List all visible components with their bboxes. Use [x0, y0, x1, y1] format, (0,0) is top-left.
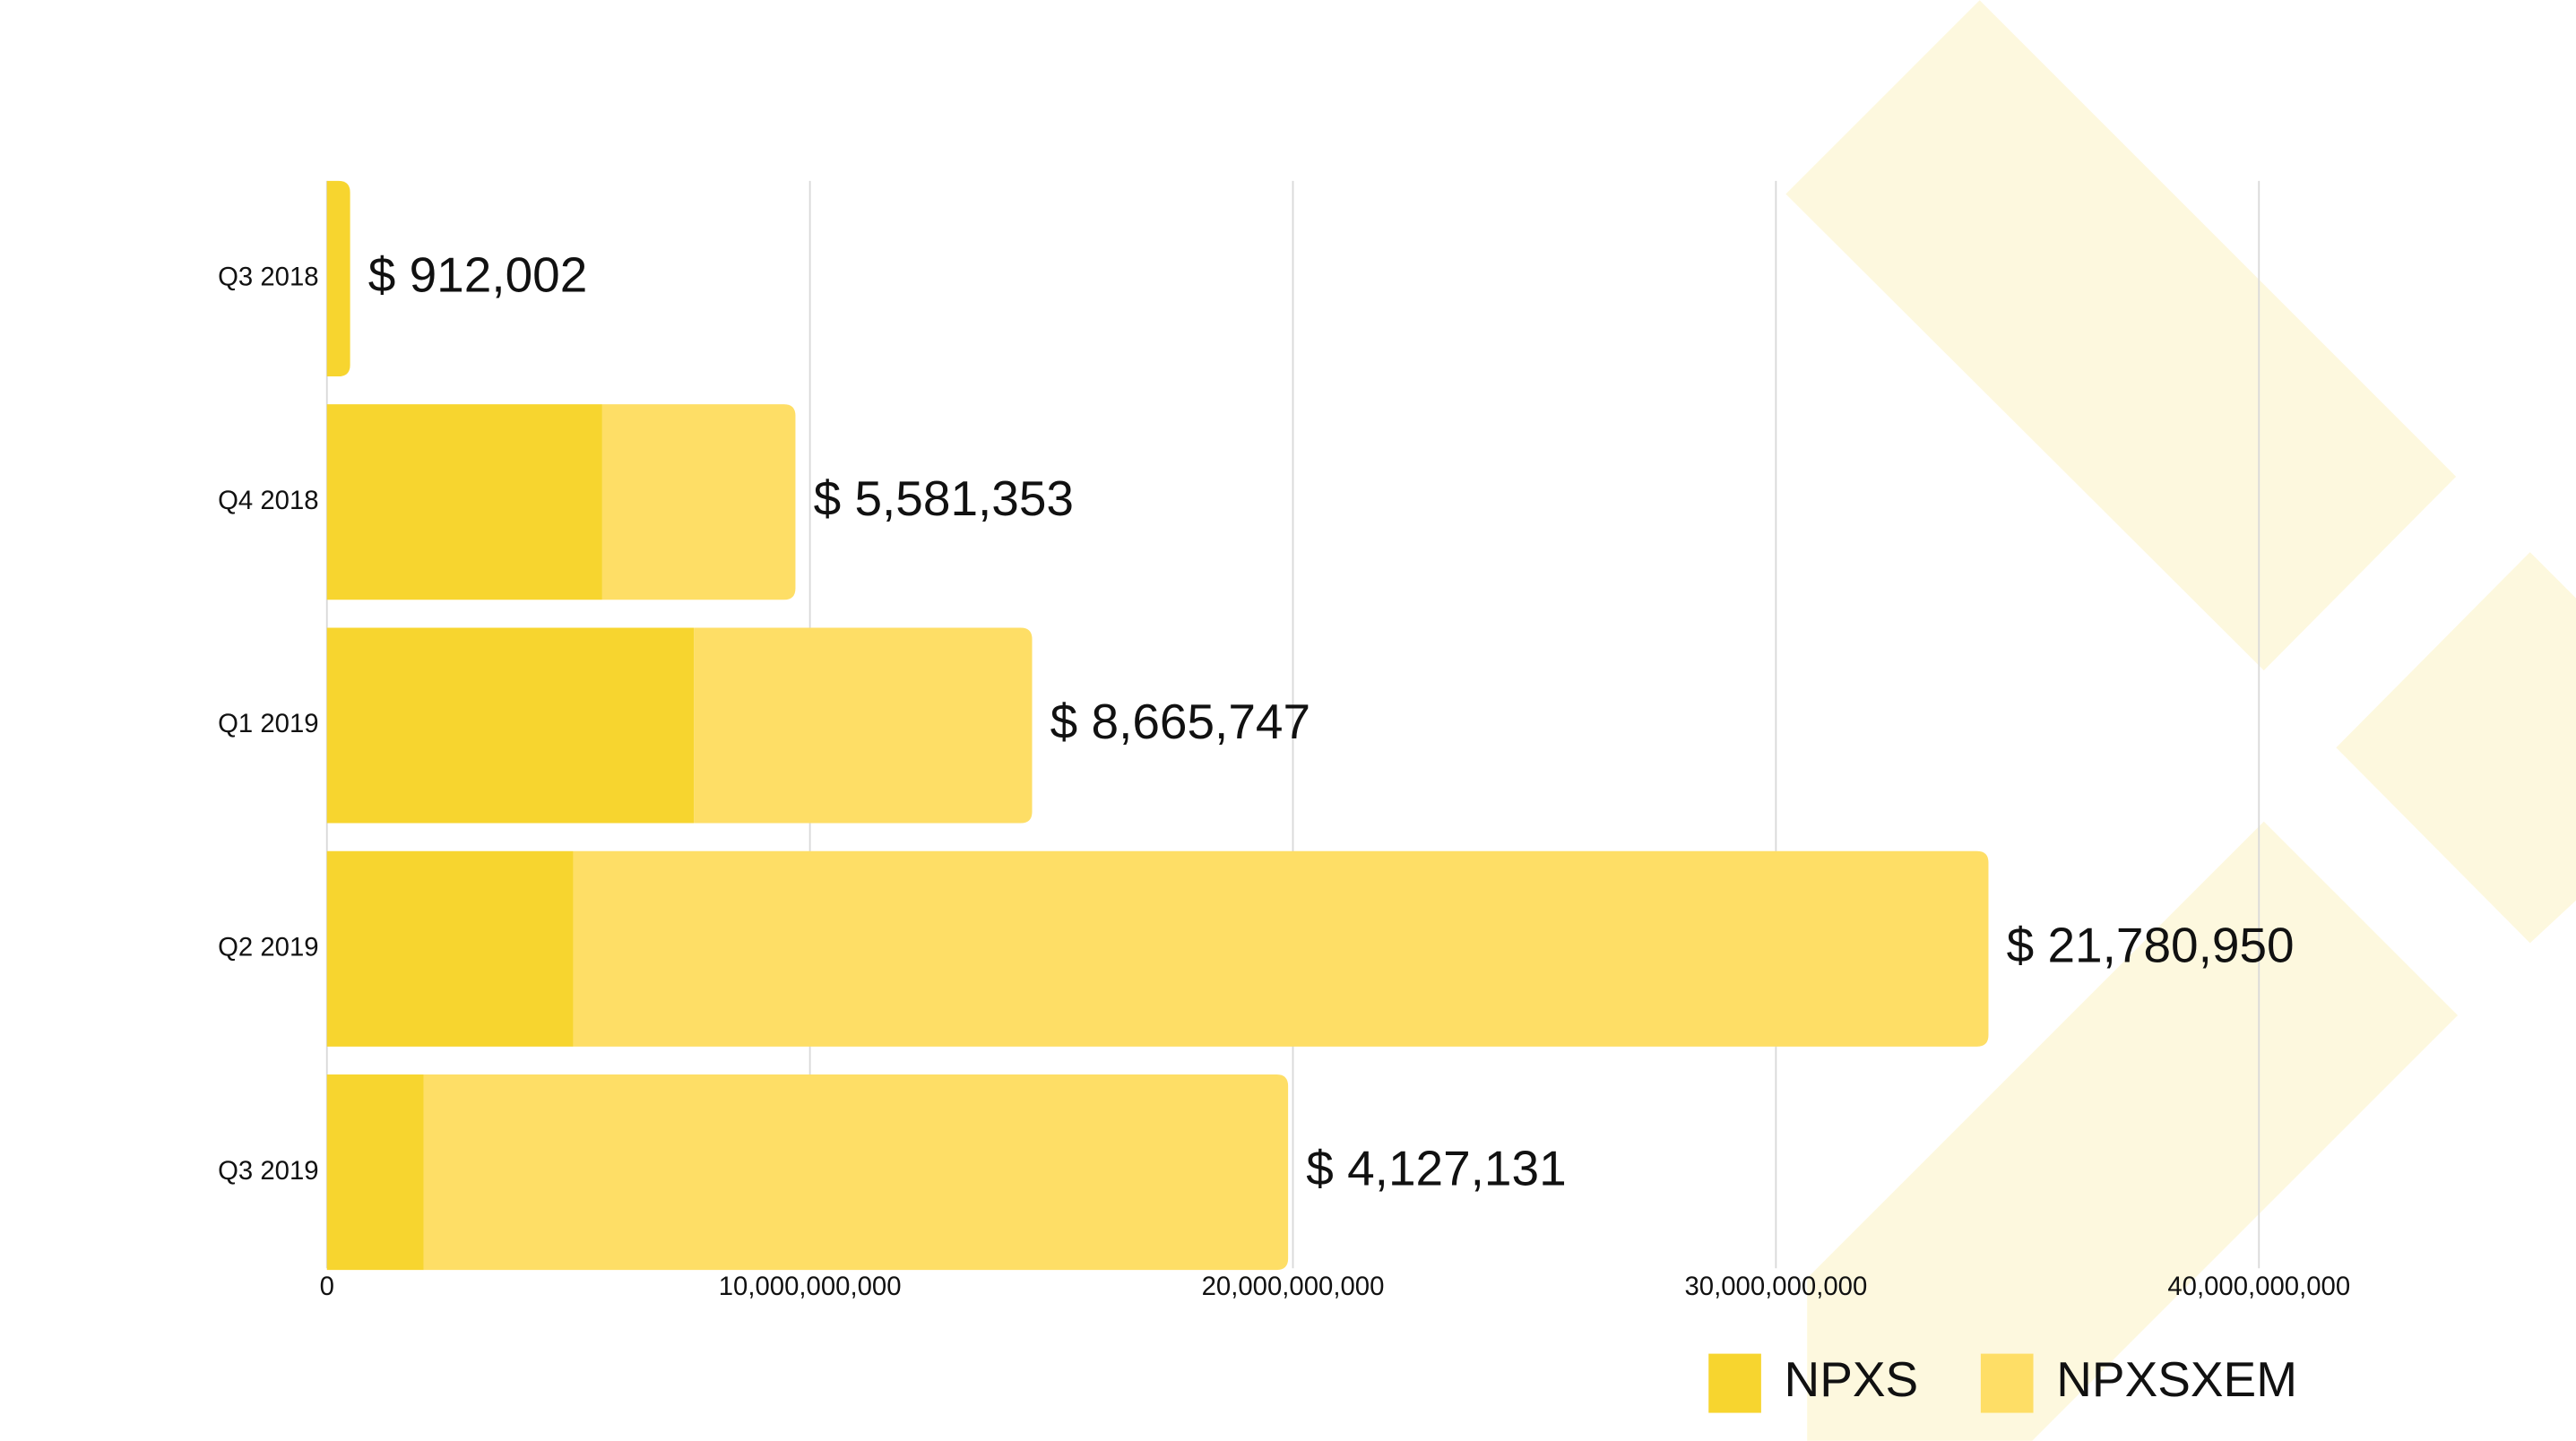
legend-label: NPXS [1785, 1351, 1919, 1407]
bar-segment [694, 627, 1033, 824]
bar-segment [326, 404, 602, 600]
x-tick-label: 30,000,000,000 [1684, 1272, 1867, 1301]
background-decoration [1785, 0, 2576, 1441]
bar-segment [573, 850, 1989, 1047]
bar-segment [326, 850, 574, 1047]
bar-segment [326, 1074, 424, 1271]
bar-annotation: $ 4,127,131 [1306, 1141, 1566, 1196]
bars [326, 180, 1989, 1271]
bar-annotation: $ 21,780,950 [2007, 917, 2295, 972]
x-tick-label: 20,000,000,000 [1202, 1272, 1385, 1301]
legend-label: NPXSXEM [2056, 1351, 2297, 1407]
bar-annotation: $ 5,581,353 [814, 470, 1074, 526]
bar-annotation: $ 912,002 [368, 246, 588, 302]
bar-segment [326, 627, 695, 824]
y-tick-label: Q2 2019 [218, 933, 318, 962]
x-tick-label: 10,000,000,000 [719, 1272, 902, 1301]
y-tick-label: Q1 2019 [218, 709, 318, 738]
bar-annotation: $ 8,665,747 [1050, 694, 1310, 749]
x-tick-label: 0 [320, 1272, 334, 1301]
y-tick-label: Q3 2018 [218, 263, 318, 292]
labels: 0 10,000,000,000 20,000,000,000 30,000,000,… [218, 246, 2350, 1413]
y-tick-label: Q4 2018 [218, 486, 318, 515]
x-tick-label: 40,000,000,000 [2167, 1272, 2350, 1301]
bar-segment [423, 1074, 1289, 1271]
bar-segment [326, 180, 350, 377]
legend-swatch [1980, 1353, 2034, 1413]
y-tick-label: Q3 2019 [218, 1156, 318, 1186]
bar-segment [601, 404, 796, 600]
legend-swatch [1708, 1353, 1761, 1413]
